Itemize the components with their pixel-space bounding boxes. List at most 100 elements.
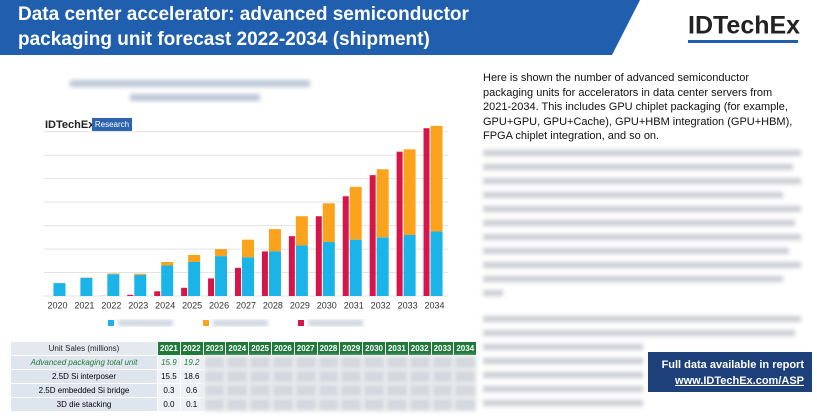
- bar-segment: [322, 242, 335, 296]
- table-cell: 2.5D embedded Si bridge: [10, 383, 158, 398]
- table-cell: 2030: [362, 341, 386, 356]
- bar-segment: [295, 216, 308, 246]
- bar-segment: [268, 251, 281, 296]
- table-cell: 15.9: [157, 355, 181, 370]
- table-cell: 15.5: [157, 369, 181, 384]
- table-cell: 0.1: [179, 397, 204, 412]
- legend-swatch: [203, 320, 209, 326]
- bar: [127, 294, 134, 296]
- table-cell: [316, 383, 341, 398]
- table-cell: [362, 355, 386, 370]
- bar-segment: [403, 234, 416, 296]
- table-cell: 2022: [179, 341, 204, 356]
- table-cell: [225, 397, 250, 412]
- x-tick-label: 2020: [47, 300, 67, 310]
- table-cell: 2028: [316, 341, 341, 356]
- bar-segment: [268, 229, 281, 252]
- table-cell: [362, 383, 386, 398]
- table-cell: [270, 355, 295, 370]
- intro-text: Here is shown the number of advanced sem…: [483, 72, 793, 142]
- table-cell: [407, 397, 432, 412]
- bar-segment: [188, 254, 201, 262]
- table-cell: 2032: [407, 341, 432, 356]
- bar: [288, 236, 295, 296]
- table-cell: [202, 383, 227, 398]
- table-cell: [270, 383, 295, 398]
- table-cell: [453, 397, 478, 412]
- table-cell: [225, 369, 250, 384]
- table-cell: [248, 397, 272, 412]
- x-tick-label: 2021: [74, 300, 94, 310]
- logo-underline: [688, 40, 798, 43]
- table-cell: [453, 383, 478, 398]
- table-cell: [430, 369, 455, 384]
- table-cell: [407, 369, 432, 384]
- bar: [423, 128, 430, 296]
- bar: [154, 291, 161, 296]
- bar: [235, 267, 241, 296]
- table-cell: 2029: [339, 341, 364, 356]
- bar-segment: [349, 239, 362, 296]
- bar-segment: [349, 186, 362, 240]
- table-cell: [339, 369, 364, 384]
- table-cell: [407, 383, 432, 398]
- legend-blur: [118, 320, 173, 326]
- bar: [208, 278, 215, 296]
- table-cell: 2025: [248, 341, 272, 356]
- x-tick-label: 2030: [317, 300, 337, 310]
- bar-segment: [107, 274, 120, 296]
- table-cell: [202, 369, 227, 384]
- legend-blur: [308, 320, 363, 326]
- table-cell: [453, 369, 478, 384]
- cta-box: [648, 352, 812, 392]
- x-tick-label: 2022: [101, 300, 121, 310]
- bar-segment: [376, 169, 389, 238]
- bar-segment: [53, 283, 66, 296]
- table-cell: 2034: [453, 341, 478, 356]
- table-cell: Advanced packaging total unit: [10, 355, 158, 370]
- bar-segment: [242, 239, 254, 258]
- table-cell: 3D die stacking: [10, 397, 158, 412]
- cta-link[interactable]: www.IDTechEx.com/ASP: [674, 375, 804, 387]
- table-cell: [225, 355, 250, 370]
- table-cell: 0.3: [157, 383, 181, 398]
- table-cell: [339, 383, 364, 398]
- table-cell: [202, 397, 227, 412]
- table-cell: [202, 355, 227, 370]
- table-cell: 2023: [202, 341, 227, 356]
- x-tick-label: 2032: [371, 300, 391, 310]
- table-cell: 2031: [384, 341, 409, 356]
- table-cell: Unit Sales (millions): [10, 341, 158, 356]
- title: Data center accelerator: advanced semico…: [18, 4, 470, 25]
- x-tick-label: 2026: [209, 300, 229, 310]
- table-cell: [384, 355, 409, 370]
- chart: 2020 2021 2022 2023 2024 2025 2026 2027 2028 2029…: [44, 125, 448, 326]
- x-tick-label: 2027: [236, 300, 256, 310]
- bar-segment: [134, 274, 147, 296]
- table-cell: [384, 397, 409, 412]
- bar-segment: [161, 261, 174, 266]
- bar-segment: [242, 257, 254, 296]
- table-cell: [430, 383, 455, 398]
- bar-segment: [107, 273, 120, 275]
- table-cell: [453, 355, 478, 370]
- table-cell: 0.6: [179, 383, 204, 398]
- bar-segment: [161, 265, 174, 296]
- table-cell: 19.2: [179, 355, 204, 370]
- title-banner: [0, 0, 640, 55]
- x-tick-label: 2025: [182, 300, 202, 310]
- x-tick-label: 2029: [290, 300, 310, 310]
- x-tick-label: 2028: [263, 300, 283, 310]
- bar: [315, 216, 322, 296]
- legend-blur: [213, 320, 268, 326]
- title: packaging unit forecast 2022-2034 (shipm…: [18, 29, 430, 50]
- table-cell: [384, 383, 409, 398]
- table-row: 2.5D embedded Si bridge 0.3 0.6: [10, 383, 478, 398]
- chart-logo-tag: Research: [95, 120, 129, 129]
- table-cell: [430, 397, 455, 412]
- table-cell: 0.0: [157, 397, 181, 412]
- table-cell: 2024: [225, 341, 250, 356]
- table-cell: [430, 355, 455, 370]
- logo: IDTechEx: [688, 12, 800, 40]
- x-tick-label: 2034: [425, 300, 445, 310]
